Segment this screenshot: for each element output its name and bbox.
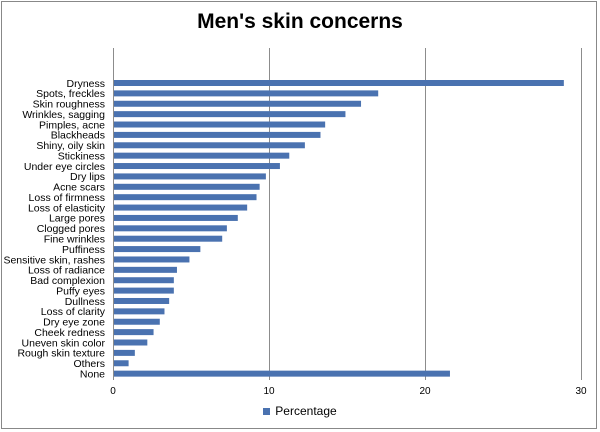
bar [114, 225, 227, 232]
bar [114, 266, 177, 273]
bar [114, 339, 148, 346]
bar [114, 100, 362, 107]
category-label: Dullness [65, 296, 105, 308]
category-label: Shiny, oily skin [36, 140, 105, 152]
category-label: Loss of elasticity [28, 202, 106, 214]
x-tick-label: 20 [419, 386, 431, 397]
category-label: Loss of radiance [28, 265, 105, 277]
x-tick-label: 0 [110, 386, 116, 397]
category-label: Sensitive skin, rashes [3, 254, 105, 266]
bar [114, 121, 326, 128]
legend: Percentage [0, 404, 600, 418]
bar [114, 308, 165, 315]
category-label: Loss of clarity [41, 306, 106, 318]
category-label: Spots, freckles [36, 88, 105, 100]
x-tick-label: 30 [575, 386, 587, 397]
category-label: Wrinkles, sagging [22, 109, 105, 121]
category-label: Pimples, acne [39, 119, 105, 131]
category-label: Fine wrinkles [44, 234, 105, 246]
bar [114, 349, 135, 356]
category-label: Blackheads [51, 130, 105, 142]
bar [114, 318, 160, 325]
category-label: Under eye circles [24, 161, 105, 173]
category-label: Dry eye zone [43, 317, 105, 329]
bar [114, 80, 564, 86]
category-label: Puffy eyes [56, 285, 105, 297]
legend-label: Percentage [275, 404, 337, 418]
bar [114, 297, 170, 304]
bar [114, 142, 305, 149]
tick-labels: 0 10 20 30 [110, 386, 587, 397]
bar [114, 152, 290, 159]
bar [114, 163, 280, 170]
grid-lines [113, 48, 582, 380]
bar [114, 183, 260, 190]
bar [114, 246, 201, 253]
x-tick-label: 10 [263, 386, 275, 397]
bar [114, 173, 266, 180]
category-label: Dry lips [70, 171, 105, 183]
category-label: Large pores [49, 213, 105, 225]
bar [114, 214, 238, 221]
bar [114, 370, 450, 377]
category-label: Cheek redness [34, 327, 105, 339]
category-label: Rough skin texture [17, 348, 105, 360]
bar [114, 194, 257, 201]
bar [114, 204, 248, 211]
bar [114, 235, 223, 242]
bar [114, 111, 346, 118]
bar [114, 329, 154, 336]
bar [114, 360, 129, 367]
category-label: None [80, 368, 105, 380]
chart-title: Men's skin concerns [197, 10, 403, 33]
category-label: Puffiness [62, 244, 105, 256]
category-label: Dryness [66, 78, 105, 90]
bars [114, 80, 564, 377]
category-label: Skin roughness [33, 99, 105, 111]
category-label: Stickiness [58, 150, 105, 162]
bar [114, 90, 379, 97]
legend-swatch [263, 408, 271, 415]
category-label: Acne scars [53, 182, 105, 194]
bar [114, 256, 190, 263]
bar [114, 277, 174, 284]
bar [114, 287, 174, 294]
category-label: Loss of firmness [29, 192, 105, 204]
bar [114, 131, 321, 138]
category-label: Uneven skin color [22, 337, 106, 349]
category-label: Clogged pores [37, 223, 105, 235]
category-label: Others [73, 358, 105, 370]
category-label: Bad complexion [30, 275, 105, 287]
